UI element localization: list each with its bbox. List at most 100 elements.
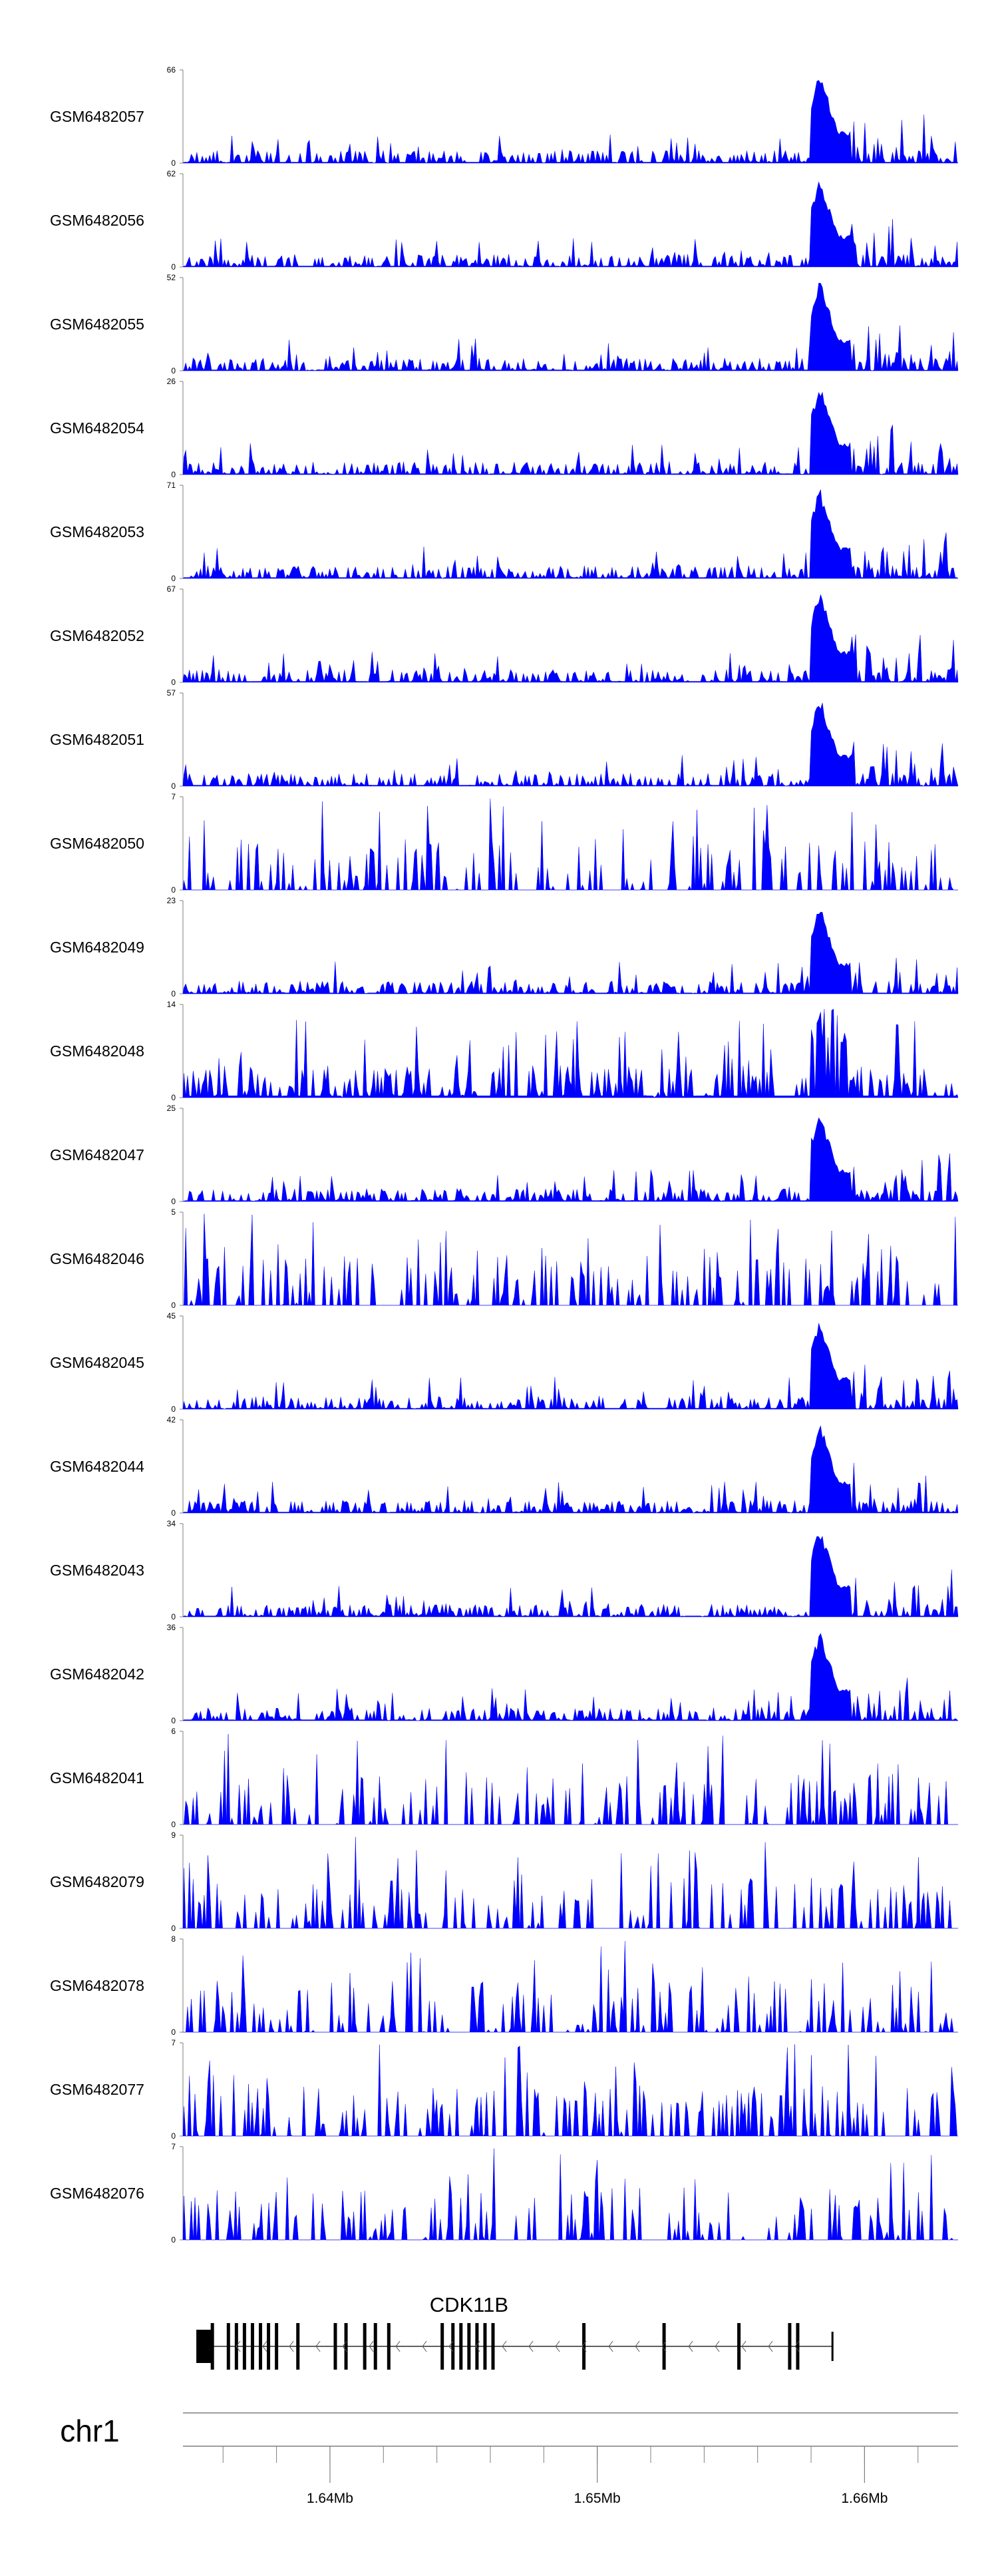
track-label: GSM6482047 xyxy=(50,1146,144,1164)
y-zero-label: 0 xyxy=(171,1197,176,1206)
coverage-area xyxy=(182,1536,959,1617)
track-GSM6482057: GSM6482057 66 0 xyxy=(50,65,959,168)
y-max-label: 7 xyxy=(171,2142,176,2151)
coverage-area xyxy=(182,1008,959,1098)
strand-arrow xyxy=(715,2340,720,2352)
coverage-area xyxy=(182,2148,958,2241)
y-max-label: 25 xyxy=(167,1104,176,1113)
strand-arrow xyxy=(635,2340,640,2352)
strand-arrow xyxy=(448,2340,454,2352)
track-GSM6482048: GSM6482048 14 0 xyxy=(50,1000,959,1102)
y-zero-label: 0 xyxy=(171,574,176,583)
coverage-area xyxy=(182,391,959,475)
track-label: GSM6482043 xyxy=(50,1562,144,1579)
strand-arrow xyxy=(528,2340,534,2352)
gene-exon xyxy=(491,2323,495,2370)
gene-exon xyxy=(440,2323,444,2370)
gene-exon xyxy=(344,2323,348,2370)
track-label: GSM6482048 xyxy=(50,1042,144,1060)
axis-tick-label: 1.64Mb xyxy=(307,2491,353,2506)
coverage-area xyxy=(182,798,958,891)
track-label: GSM6482078 xyxy=(50,1977,144,1994)
strand-arrow xyxy=(369,2340,374,2352)
y-max-label: 6 xyxy=(171,1727,176,1736)
y-max-label: 34 xyxy=(167,1519,176,1528)
strand-arrow xyxy=(475,2340,480,2352)
y-zero-label: 0 xyxy=(171,1612,176,1621)
y-zero-label: 0 xyxy=(171,1716,176,1725)
gene-exon xyxy=(363,2323,367,2370)
track-label: GSM6482053 xyxy=(50,523,144,540)
coverage-area xyxy=(182,489,959,579)
y-max-label: 66 xyxy=(167,65,176,75)
strand-arrow xyxy=(608,2340,613,2352)
strand-arrow xyxy=(289,2340,294,2352)
strand-arrow xyxy=(768,2340,773,2352)
track-label: GSM6482042 xyxy=(50,1665,144,1683)
y-zero-label: 0 xyxy=(171,366,176,375)
gene-exon xyxy=(796,2323,800,2370)
y-zero-label: 0 xyxy=(171,1404,176,1414)
axis-tick-label: 1.66Mb xyxy=(841,2491,888,2506)
y-zero-label: 0 xyxy=(171,678,176,687)
gene-exon xyxy=(475,2323,479,2370)
gene-exon xyxy=(296,2323,300,2370)
strand-arrow xyxy=(502,2340,507,2352)
gene-annotation-track: CDK11B xyxy=(196,2293,834,2370)
gene-exon xyxy=(582,2323,586,2370)
gene-exon xyxy=(737,2323,741,2370)
track-GSM6482076: GSM6482076 7 0 xyxy=(50,2142,958,2245)
coverage-area xyxy=(182,283,959,371)
gene-exon xyxy=(662,2323,666,2370)
strand-arrow xyxy=(741,2340,747,2352)
coverage-area xyxy=(182,911,959,994)
y-max-label: 7 xyxy=(171,792,176,801)
track-GSM6482079: GSM6482079 9 0 xyxy=(50,1830,958,1933)
strand-arrow xyxy=(661,2340,667,2352)
track-GSM6482043: GSM6482043 34 0 xyxy=(50,1519,959,1621)
track-GSM6482054: GSM6482054 26 0 xyxy=(50,377,959,479)
gene-exon xyxy=(250,2323,254,2370)
track-GSM6482041: GSM6482041 6 0 xyxy=(50,1727,958,1829)
coverage-area xyxy=(183,1941,958,2033)
gene-utr-block xyxy=(196,2330,213,2363)
track-label: GSM6482054 xyxy=(50,419,144,437)
gene-exon xyxy=(333,2323,337,2370)
gene-exon xyxy=(459,2323,463,2370)
gene-exon xyxy=(451,2323,455,2370)
coverage-tracks: GSM6482057660GSM6482056620GSM6482055520G… xyxy=(50,65,959,2245)
y-zero-label: 0 xyxy=(171,1093,176,1102)
genome-axis-track: chr1 1.64Mb 1.65Mb 1.66Mb xyxy=(60,2412,958,2506)
gene-exon xyxy=(373,2323,377,2370)
y-max-label: 8 xyxy=(171,1934,176,1944)
gene-name-label: CDK11B xyxy=(430,2293,508,2316)
strand-arrow xyxy=(315,2340,321,2352)
y-zero-label: 0 xyxy=(171,470,176,479)
y-max-label: 71 xyxy=(167,481,176,490)
track-label: GSM6482079 xyxy=(50,1873,144,1890)
y-zero-label: 0 xyxy=(171,1924,176,1933)
track-GSM6482078: GSM6482078 8 0 xyxy=(50,1934,958,2037)
y-max-label: 9 xyxy=(171,1830,176,1840)
gene-exon xyxy=(467,2323,471,2370)
y-zero-label: 0 xyxy=(171,2131,176,2141)
track-GSM6482055: GSM6482055 52 0 xyxy=(50,273,959,375)
track-label: GSM6482051 xyxy=(50,731,144,748)
track-GSM6482053: GSM6482053 71 0 xyxy=(50,481,959,583)
track-GSM6482049: GSM6482049 23 0 xyxy=(50,896,959,998)
track-label: GSM6482049 xyxy=(50,939,144,956)
track-label: GSM6482044 xyxy=(50,1458,144,1475)
strand-arrow xyxy=(262,2340,267,2352)
coverage-area xyxy=(183,1213,958,1306)
strand-arrow xyxy=(794,2340,800,2352)
track-label: GSM6482076 xyxy=(50,2185,144,2202)
gene-exon xyxy=(226,2323,230,2370)
y-max-label: 52 xyxy=(167,273,176,282)
coverage-area xyxy=(182,181,959,268)
y-zero-label: 0 xyxy=(171,2028,176,2037)
track-label: GSM6482050 xyxy=(50,835,144,852)
coverage-area xyxy=(182,1117,959,1202)
track-label: GSM6482041 xyxy=(50,1769,144,1787)
track-GSM6482046: GSM6482046 5 0 xyxy=(50,1207,958,1310)
strand-arrow xyxy=(342,2340,347,2352)
